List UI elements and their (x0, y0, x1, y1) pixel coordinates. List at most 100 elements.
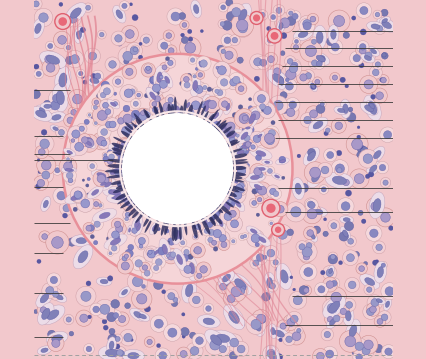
Circle shape (60, 14, 74, 28)
Ellipse shape (339, 216, 353, 224)
Ellipse shape (104, 165, 125, 178)
Circle shape (109, 121, 116, 128)
Circle shape (118, 351, 124, 356)
Circle shape (141, 63, 155, 77)
Circle shape (143, 246, 159, 262)
Circle shape (358, 47, 365, 54)
Circle shape (73, 207, 77, 211)
Circle shape (340, 308, 345, 314)
Circle shape (363, 340, 372, 350)
Ellipse shape (311, 171, 320, 182)
Circle shape (249, 131, 264, 146)
Ellipse shape (385, 301, 389, 307)
Ellipse shape (110, 168, 119, 174)
Circle shape (138, 42, 142, 45)
Circle shape (115, 79, 121, 84)
Circle shape (131, 256, 146, 271)
Circle shape (198, 73, 202, 77)
Circle shape (76, 69, 85, 78)
Circle shape (241, 286, 245, 291)
Circle shape (252, 250, 267, 265)
Circle shape (133, 101, 138, 106)
Circle shape (95, 299, 115, 319)
Circle shape (179, 244, 181, 246)
Circle shape (264, 133, 274, 143)
Circle shape (279, 92, 286, 99)
Circle shape (282, 104, 298, 121)
Circle shape (286, 9, 294, 18)
Circle shape (286, 229, 293, 236)
Circle shape (230, 14, 253, 37)
Circle shape (347, 107, 352, 112)
Circle shape (118, 47, 137, 66)
Circle shape (375, 161, 388, 174)
Circle shape (294, 39, 298, 43)
Ellipse shape (376, 17, 395, 32)
Circle shape (288, 10, 300, 22)
Ellipse shape (369, 49, 376, 54)
Ellipse shape (105, 169, 121, 173)
Circle shape (220, 22, 224, 26)
Circle shape (291, 62, 297, 69)
Ellipse shape (250, 229, 256, 234)
Circle shape (259, 104, 265, 109)
Ellipse shape (65, 168, 77, 173)
Ellipse shape (47, 310, 59, 320)
Circle shape (143, 37, 149, 43)
Ellipse shape (149, 222, 159, 235)
Ellipse shape (249, 147, 271, 160)
Ellipse shape (276, 73, 286, 90)
Ellipse shape (115, 192, 130, 200)
Ellipse shape (219, 220, 222, 227)
Circle shape (339, 331, 360, 352)
Circle shape (333, 15, 344, 27)
Circle shape (184, 42, 195, 53)
Circle shape (259, 59, 266, 66)
Ellipse shape (112, 5, 126, 23)
Ellipse shape (47, 112, 66, 123)
Circle shape (377, 75, 388, 86)
Circle shape (225, 334, 242, 351)
Ellipse shape (98, 345, 126, 359)
Ellipse shape (302, 147, 319, 165)
Circle shape (83, 344, 94, 354)
Circle shape (303, 267, 312, 276)
Circle shape (101, 129, 107, 135)
Ellipse shape (156, 72, 161, 83)
Circle shape (332, 315, 339, 322)
Circle shape (296, 70, 310, 85)
Ellipse shape (100, 279, 108, 284)
Ellipse shape (241, 145, 249, 149)
Circle shape (338, 232, 348, 241)
Circle shape (186, 342, 203, 359)
Circle shape (304, 73, 311, 79)
Circle shape (238, 105, 242, 109)
Ellipse shape (154, 106, 158, 116)
Circle shape (225, 281, 246, 302)
Circle shape (260, 253, 268, 261)
Circle shape (156, 227, 160, 231)
Circle shape (253, 135, 260, 143)
Ellipse shape (235, 200, 241, 207)
Circle shape (59, 201, 74, 215)
Circle shape (288, 59, 300, 72)
Circle shape (365, 174, 369, 178)
Circle shape (216, 90, 222, 96)
Ellipse shape (223, 305, 244, 330)
Ellipse shape (313, 209, 322, 215)
Circle shape (322, 231, 328, 237)
Circle shape (285, 276, 288, 279)
Circle shape (327, 252, 337, 262)
Ellipse shape (113, 195, 124, 200)
Circle shape (127, 271, 147, 292)
Circle shape (235, 184, 242, 191)
Circle shape (226, 12, 235, 21)
Circle shape (112, 222, 126, 236)
Circle shape (253, 58, 261, 66)
Circle shape (35, 134, 54, 153)
Circle shape (331, 75, 337, 80)
Circle shape (242, 148, 248, 154)
Circle shape (296, 242, 317, 262)
Ellipse shape (212, 212, 222, 224)
Circle shape (267, 29, 281, 43)
